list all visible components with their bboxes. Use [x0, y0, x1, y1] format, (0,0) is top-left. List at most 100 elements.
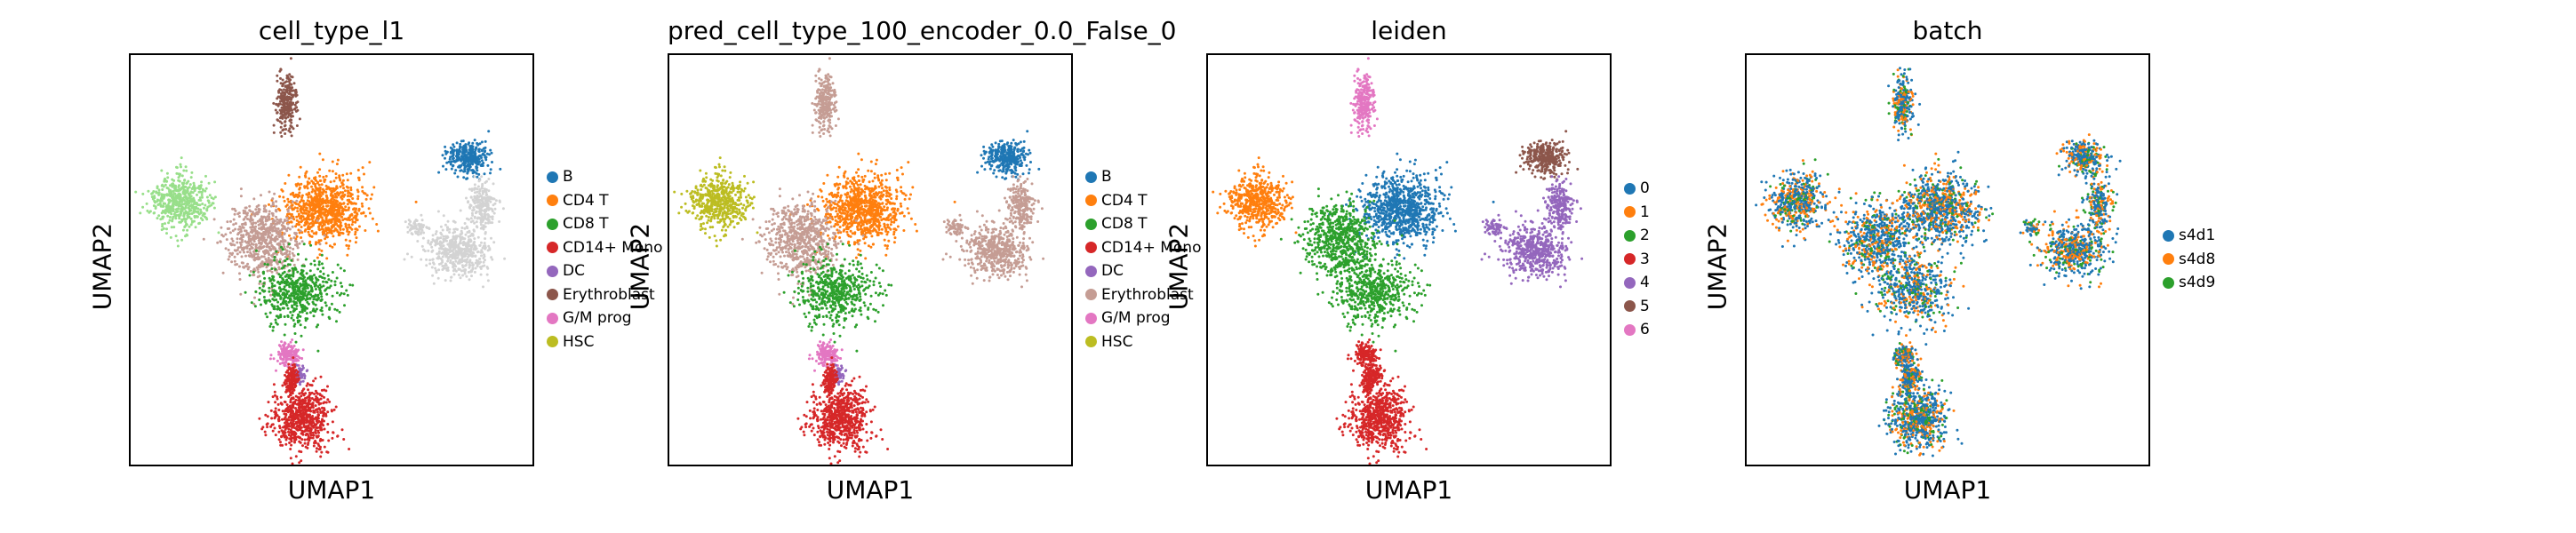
- scatter-point: [483, 217, 486, 220]
- scatter-point: [476, 175, 479, 179]
- scatter-point: [441, 228, 444, 232]
- scatter-point: [414, 227, 418, 230]
- panel-1-frame: [129, 53, 534, 466]
- scatter-point: [446, 235, 450, 239]
- scatter-point: [472, 206, 476, 210]
- scatter-point: [479, 195, 483, 197]
- scatter-point: [454, 252, 458, 256]
- scatter-point: [460, 264, 464, 267]
- scatter-point: [442, 235, 445, 238]
- scatter-point: [157, 199, 161, 203]
- scatter-point: [249, 226, 252, 229]
- scatter-point: [409, 224, 412, 227]
- scatter-point: [439, 225, 443, 228]
- scatter-point: [310, 197, 314, 201]
- panel-2-xlabel: UMAP1: [826, 475, 915, 505]
- scatter-point: [318, 253, 322, 257]
- scatter-point: [444, 264, 448, 267]
- scatter-point: [462, 170, 466, 173]
- scatter-point: [498, 220, 501, 223]
- cluster-b-cell: [437, 130, 502, 181]
- scatter-point: [228, 251, 232, 255]
- scatter-point: [444, 247, 447, 251]
- scatter-point: [184, 192, 188, 195]
- scatter-point: [437, 268, 441, 272]
- scatter-point: [473, 221, 476, 225]
- scatter-point: [445, 239, 448, 243]
- scatter-point: [330, 187, 332, 190]
- scatter-point: [340, 181, 344, 185]
- scatter-point: [308, 222, 311, 226]
- scatter-point: [308, 177, 311, 180]
- scatter-point: [300, 226, 303, 228]
- scatter-point: [437, 250, 441, 253]
- legend-label: HSC: [563, 332, 595, 351]
- scatter-point: [181, 228, 185, 232]
- scatter-point: [464, 264, 467, 267]
- scatter-point: [345, 227, 348, 230]
- legend-marker: [547, 336, 558, 348]
- scatter-point: [217, 231, 220, 235]
- scatter-point: [473, 139, 476, 142]
- scatter-point: [455, 150, 459, 154]
- scatter-point: [477, 150, 481, 154]
- scatter-point: [299, 187, 301, 189]
- scatter-point: [171, 207, 174, 210]
- scatter-point: [489, 148, 492, 152]
- scatter-point: [480, 175, 484, 179]
- scatter-point: [311, 217, 314, 220]
- scatter-point: [297, 228, 300, 232]
- scatter-point: [150, 192, 154, 195]
- scatter-point: [157, 191, 161, 195]
- scatter-point: [169, 184, 172, 187]
- scatter-point: [347, 216, 350, 219]
- scatter-point: [205, 208, 209, 211]
- scatter-point: [340, 197, 344, 201]
- scatter-point: [478, 211, 482, 214]
- scatter-point: [479, 260, 483, 264]
- scatter-point: [459, 145, 461, 148]
- scatter-point: [197, 222, 201, 226]
- scatter-point: [321, 230, 324, 234]
- scatter-point: [475, 210, 478, 213]
- legend-marker: [547, 289, 558, 301]
- scatter-point: [312, 206, 316, 210]
- scatter-point: [498, 199, 501, 203]
- scatter-point: [168, 188, 172, 192]
- scatter-point: [460, 269, 463, 273]
- scatter-point: [483, 172, 486, 176]
- scatter-point: [464, 233, 468, 236]
- scatter-point: [196, 210, 200, 213]
- scatter-point: [467, 248, 470, 251]
- scatter-point: [430, 241, 433, 244]
- scatter-point: [319, 239, 323, 243]
- scatter-point: [335, 185, 339, 188]
- scatter-point: [446, 243, 450, 246]
- scatter-point: [494, 199, 498, 203]
- scatter-point: [349, 171, 353, 175]
- scatter-point: [346, 253, 349, 257]
- scatter-point: [363, 191, 365, 195]
- scatter-point: [331, 245, 334, 249]
- scatter-point: [341, 173, 345, 177]
- scatter-point: [313, 198, 316, 202]
- scatter-point: [454, 265, 458, 268]
- scatter-point: [407, 219, 411, 222]
- scatter-point: [200, 180, 204, 184]
- scatter-point: [292, 218, 296, 221]
- scatter-point: [476, 235, 480, 239]
- scatter-point: [323, 180, 326, 183]
- scatter-point: [482, 244, 485, 248]
- cluster-center: [202, 187, 326, 306]
- scatter-point: [304, 171, 308, 175]
- scatter-point: [333, 243, 336, 246]
- scatter-point: [305, 222, 308, 226]
- scatter-point: [287, 200, 291, 203]
- scatter-point: [442, 266, 445, 270]
- scatter-point: [459, 209, 462, 212]
- scatter-point: [474, 148, 477, 152]
- legend-label: G/M prog: [563, 309, 632, 328]
- scatter-point: [355, 207, 358, 211]
- scatter-point: [471, 219, 475, 223]
- scatter-point: [321, 224, 324, 227]
